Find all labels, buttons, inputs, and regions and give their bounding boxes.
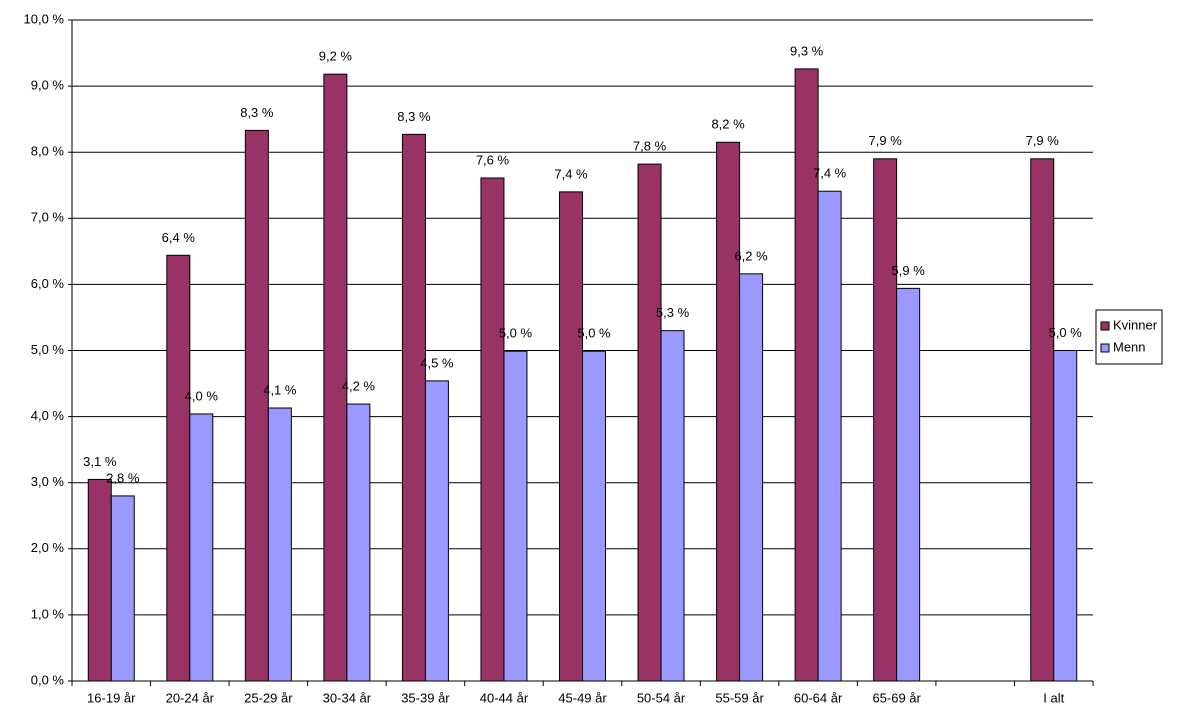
- bar: [716, 141, 741, 682]
- x-tick-label: 65-69 år: [872, 690, 921, 705]
- bar: [189, 413, 214, 682]
- legend-swatch: [1100, 321, 1110, 331]
- y-tick-label: 8,0 %: [31, 144, 65, 159]
- bar: [896, 287, 921, 682]
- value-label: 8,3 %: [240, 105, 274, 120]
- y-tick-label: 6,0 %: [31, 276, 65, 291]
- value-label: 7,4 %: [813, 166, 847, 181]
- bar: [817, 190, 842, 682]
- bar: [873, 158, 898, 682]
- value-label: 5,9 %: [892, 263, 926, 278]
- value-label: 8,3 %: [397, 109, 431, 124]
- y-tick-label: 10,0 %: [24, 11, 65, 26]
- x-tick-label: 45-49 år: [558, 690, 607, 705]
- x-tick-label: 16-19 år: [87, 690, 136, 705]
- value-label: 3,1 %: [83, 454, 117, 469]
- value-label: 6,2 %: [734, 248, 768, 263]
- bar: [637, 163, 662, 682]
- bar: [559, 191, 583, 682]
- value-label: 5,3 %: [656, 305, 690, 320]
- bar: [166, 254, 191, 682]
- bar: [480, 177, 505, 682]
- bar: [346, 403, 371, 682]
- value-label: 4,0 %: [185, 388, 219, 403]
- value-label: 2,8 %: [106, 470, 140, 485]
- bar: [267, 407, 292, 682]
- value-label: 4,1 %: [263, 382, 297, 397]
- x-tick-label: 25-29 år: [244, 690, 293, 705]
- x-tick-label: 50-54 år: [637, 690, 686, 705]
- bar: [582, 350, 606, 682]
- value-label: 8,2 %: [711, 117, 745, 132]
- bar: [401, 133, 426, 682]
- value-label: 7,9 %: [869, 133, 903, 148]
- bar: [323, 73, 348, 682]
- x-tick-label: I alt: [1043, 690, 1064, 705]
- x-tick-label: 60-64 år: [794, 690, 843, 705]
- bar: [110, 495, 135, 682]
- bar: [1030, 158, 1055, 682]
- value-label: 7,8 %: [633, 139, 667, 154]
- y-tick-label: 9,0 %: [31, 78, 65, 93]
- value-label: 4,5 %: [420, 355, 454, 370]
- bar: [794, 68, 819, 682]
- y-tick-label: 1,0 %: [31, 606, 65, 621]
- y-tick-label: 2,0 %: [31, 540, 65, 555]
- y-tick-label: 5,0 %: [31, 342, 65, 357]
- legend-label: Menn: [1113, 339, 1146, 354]
- y-tick-label: 7,0 %: [31, 210, 65, 225]
- legend-box: [1095, 309, 1163, 365]
- legend-swatch: [1100, 343, 1110, 353]
- value-label: 9,3 %: [790, 43, 824, 58]
- y-tick-label: 4,0 %: [31, 408, 65, 423]
- x-tick-label: 55-59 år: [715, 690, 764, 705]
- y-tick-label: 3,0 %: [31, 474, 65, 489]
- bar: [87, 478, 112, 682]
- x-tick-label: 30-34 år: [323, 690, 372, 705]
- bar: [739, 273, 764, 682]
- value-label: 7,6 %: [476, 152, 510, 167]
- x-tick-label: 20-24 år: [166, 690, 215, 705]
- value-label: 5,0 %: [1049, 325, 1083, 340]
- y-tick-label: 0,0 %: [31, 672, 65, 687]
- legend-label: Kvinner: [1113, 317, 1158, 332]
- bar: [1053, 350, 1078, 682]
- bar: [244, 129, 269, 682]
- x-tick-label: 35-39 år: [401, 690, 450, 705]
- value-label: 4,2 %: [342, 378, 376, 393]
- value-label: 7,4 %: [554, 166, 588, 181]
- bar: [660, 330, 685, 682]
- value-label: 5,0 %: [577, 326, 611, 341]
- x-tick-label: 40-44 år: [480, 690, 529, 705]
- bar: [424, 380, 449, 682]
- value-label: 7,9 %: [1026, 133, 1060, 148]
- value-label: 9,2 %: [319, 49, 353, 64]
- value-label: 6,4 %: [162, 230, 196, 245]
- value-label: 5,0 %: [499, 326, 533, 341]
- bar: [503, 350, 528, 682]
